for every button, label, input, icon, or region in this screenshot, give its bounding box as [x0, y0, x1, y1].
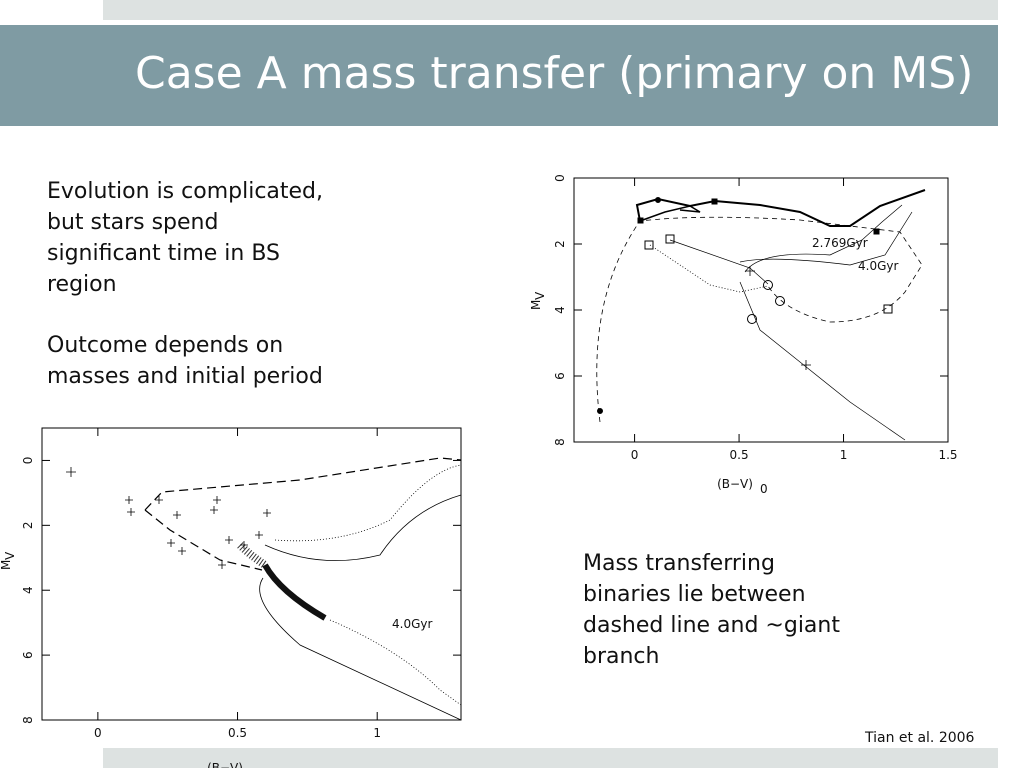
paragraph: Outcome depends on masses and initial per…	[47, 330, 323, 392]
y-tick-label: 0	[553, 174, 567, 182]
y-tick-label: 8	[21, 716, 35, 724]
top-bar	[103, 0, 998, 20]
y-axis-label-sub: V	[3, 551, 17, 560]
x-tick-label: 0.5	[228, 726, 247, 740]
paragraph: Mass transferring binaries lie between das…	[583, 548, 840, 672]
x-axis-label: (B−V)	[207, 761, 243, 768]
y-tick-label: 0	[21, 457, 35, 465]
y-tick-label: 8	[553, 438, 567, 446]
annotation: 4.0Gyr	[858, 259, 898, 273]
y-tick-label: 6	[553, 372, 567, 380]
x-tick-label: 0.5	[730, 448, 749, 462]
x-tick-label: 0	[94, 726, 102, 740]
figure-1-curves	[596, 189, 926, 441]
text-line: significant time in BS	[47, 241, 281, 266]
paragraph: Evolution is complicated, but stars spend…	[47, 176, 323, 300]
y-tick-label: 2	[21, 522, 35, 530]
text-line: dashed line and ~giant	[583, 613, 840, 638]
y-tick-label: 4	[553, 306, 567, 314]
plot-frame	[41, 427, 462, 721]
citation: Tian et al. 2006	[865, 730, 975, 746]
y-tick-label: 2	[553, 240, 567, 248]
text-line: binaries lie between	[583, 582, 806, 607]
text-line: Mass transferring	[583, 551, 775, 576]
text-line: Evolution is complicated,	[47, 179, 324, 204]
bottom-bar	[103, 748, 998, 768]
text-line: Outcome depends on	[47, 333, 284, 358]
text-line: branch	[583, 644, 660, 669]
y-axis-label: M	[0, 560, 13, 570]
x-tick-label: 0	[631, 448, 639, 462]
x-axis-label-sub: 0	[760, 482, 768, 496]
x-tick-label: 1.5	[938, 448, 957, 462]
x-axis-label-sub: 0	[250, 766, 258, 768]
text-line: region	[47, 272, 117, 297]
y-axis-label-sub: V	[533, 291, 547, 300]
y-tick-label: 4	[21, 586, 35, 594]
x-axis-label: (B−V)	[717, 477, 753, 491]
title-band	[0, 25, 998, 126]
x-tick-label: 1	[840, 448, 848, 462]
annotation: 2.769Gyr	[812, 236, 868, 250]
text-line: but stars spend	[47, 210, 219, 235]
y-tick-label: 6	[21, 651, 35, 659]
y-axis-label: M	[529, 300, 543, 310]
slide-title: Case A mass transfer (primary on MS)	[135, 48, 974, 99]
figure-2-curves	[66, 457, 462, 721]
x-tick-label: 1	[373, 726, 381, 740]
annotation: 4.0Gyr	[392, 617, 432, 631]
text-line: masses and initial period	[47, 364, 323, 389]
